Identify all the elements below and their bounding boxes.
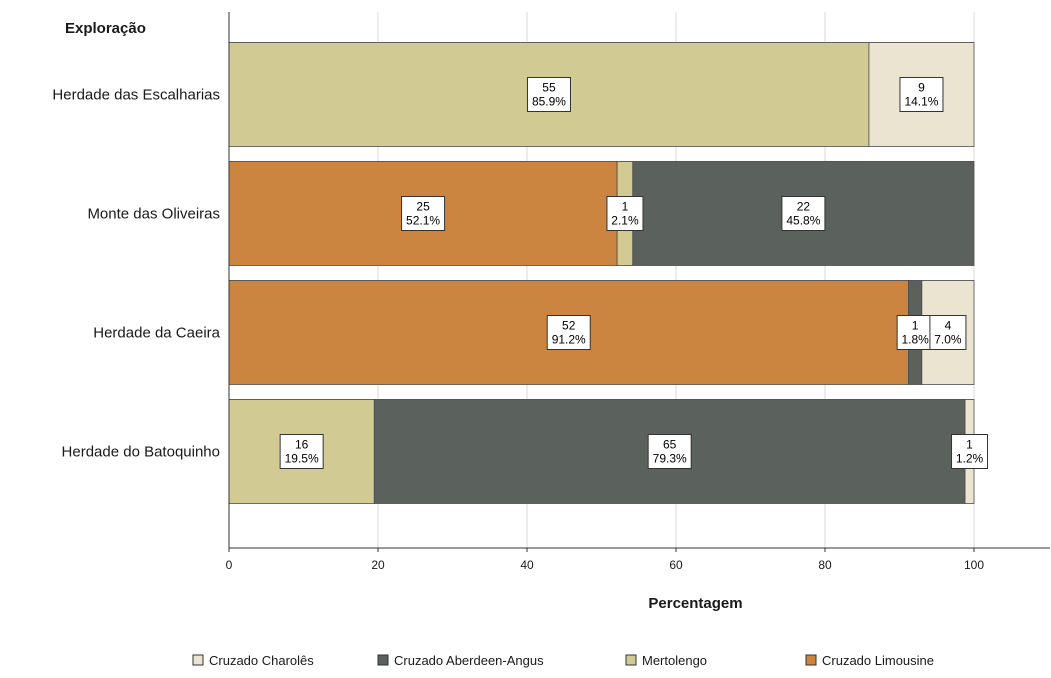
x-tick-label-20: 20 xyxy=(371,558,385,572)
legend-label-cruzado-charoles: Cruzado Charolês xyxy=(209,653,314,668)
axes: 0 20 40 60 80 100 Percentagem Exploração Herdade… xyxy=(52,12,1050,612)
data-label-box-herdade-do-batoquinho-cruzado-aberdeen-angus xyxy=(647,434,692,469)
data-label-count-herdade-das-escalharias-cruzado-charoles: 9 xyxy=(918,81,925,95)
legend-swatch-mertolengo xyxy=(625,654,637,666)
legend-item-cruzado-charoles: Cruzado Charolês xyxy=(192,653,314,668)
data-label-count-herdade-do-batoquinho-cruzado-charoles: 1 xyxy=(966,438,973,452)
data-label-percent-monte-das-oliveiras-cruzado-limousine: 52.1% xyxy=(406,214,440,228)
data-label-herdade-das-escalharias-cruzado-charoles: 914.1% xyxy=(899,77,944,112)
data-label-count-herdade-do-batoquinho-mertolengo: 16 xyxy=(295,438,309,452)
x-tick-label-0: 0 xyxy=(226,558,233,572)
legend-item-cruzado-aberdeen-angus: Cruzado Aberdeen-Angus xyxy=(377,653,544,668)
data-label-box-monte-das-oliveiras-cruzado-aberdeen-angus xyxy=(781,196,826,231)
data-label-herdade-da-caeira-cruzado-aberdeen-angus: 11.8% xyxy=(896,315,934,350)
legend-swatch-cruzado-aberdeen-angus xyxy=(377,654,389,666)
x-tick-label-60: 60 xyxy=(669,558,683,572)
data-label-herdade-do-batoquinho-cruzado-charoles: 11.2% xyxy=(951,434,989,469)
legend-item-mertolengo: Mertolengo xyxy=(625,653,707,668)
data-label-count-monte-das-oliveiras-cruzado-aberdeen-angus: 22 xyxy=(797,200,811,214)
legend-swatch-cruzado-charoles xyxy=(192,654,204,666)
legend-label-cruzado-limousine: Cruzado Limousine xyxy=(822,653,934,668)
data-labels: 5585.9%914.1%2552.1%12.1%2245.8%5291.2%1… xyxy=(279,77,989,469)
data-label-count-herdade-da-caeira-cruzado-charoles: 4 xyxy=(945,319,952,333)
data-label-box-herdade-do-batoquinho-cruzado-charoles xyxy=(951,434,989,469)
data-label-count-herdade-das-escalharias-mertolengo: 55 xyxy=(542,81,556,95)
data-label-box-herdade-da-caeira-cruzado-charoles xyxy=(929,315,967,350)
category-label-herdade-da-caeira: Herdade da Caeira xyxy=(93,325,220,342)
data-label-percent-herdade-do-batoquinho-mertolengo: 19.5% xyxy=(285,452,319,466)
data-label-box-herdade-do-batoquinho-mertolengo xyxy=(279,434,324,469)
data-label-percent-herdade-do-batoquinho-cruzado-charoles: 1.2% xyxy=(956,452,984,466)
data-label-percent-herdade-das-escalharias-mertolengo: 85.9% xyxy=(532,95,566,109)
data-label-herdade-da-caeira-cruzado-charoles: 47.0% xyxy=(929,315,967,350)
data-label-percent-monte-das-oliveiras-cruzado-aberdeen-angus: 45.8% xyxy=(786,214,820,228)
data-label-count-herdade-do-batoquinho-cruzado-aberdeen-angus: 65 xyxy=(663,438,677,452)
data-label-percent-herdade-do-batoquinho-cruzado-aberdeen-angus: 79.3% xyxy=(653,452,687,466)
data-label-box-monte-das-oliveiras-cruzado-limousine xyxy=(401,196,446,231)
category-label-monte-das-oliveiras: Monte das Oliveiras xyxy=(87,206,220,223)
x-axis-title: Percentagem xyxy=(648,595,742,612)
legend-label-mertolengo: Mertolengo xyxy=(642,653,707,668)
legend-item-cruzado-limousine: Cruzado Limousine xyxy=(805,653,934,668)
x-tick-label-40: 40 xyxy=(520,558,534,572)
data-label-count-herdade-da-caeira-cruzado-limousine: 52 xyxy=(562,319,576,333)
data-label-count-monte-das-oliveiras-cruzado-limousine: 25 xyxy=(416,200,430,214)
data-label-monte-das-oliveiras-mertolengo: 12.1% xyxy=(606,196,644,231)
data-label-percent-herdade-da-caeira-cruzado-charoles: 7.0% xyxy=(934,333,962,347)
category-label-herdade-do-batoquinho: Herdade do Batoquinho xyxy=(62,444,220,461)
x-tick-label-100: 100 xyxy=(964,558,984,572)
legend-swatch-cruzado-limousine xyxy=(805,654,817,666)
x-tick-label-80: 80 xyxy=(818,558,832,572)
y-axis-title: Exploração xyxy=(65,20,146,37)
bars xyxy=(228,42,975,504)
data-label-box-herdade-da-caeira-cruzado-limousine xyxy=(546,315,591,350)
data-label-percent-herdade-da-caeira-cruzado-limousine: 91.2% xyxy=(552,333,586,347)
data-label-box-herdade-das-escalharias-mertolengo xyxy=(526,77,571,112)
legend-label-cruzado-aberdeen-angus: Cruzado Aberdeen-Angus xyxy=(394,653,544,668)
data-label-percent-monte-das-oliveiras-mertolengo: 2.1% xyxy=(611,214,639,228)
data-label-count-herdade-da-caeira-cruzado-aberdeen-angus: 1 xyxy=(912,319,919,333)
data-label-box-monte-das-oliveiras-mertolengo xyxy=(606,196,644,231)
category-label-herdade-das-escalharias: Herdade das Escalharias xyxy=(52,87,220,104)
data-label-percent-herdade-da-caeira-cruzado-aberdeen-angus: 1.8% xyxy=(901,333,929,347)
data-label-box-herdade-das-escalharias-cruzado-charoles xyxy=(899,77,944,112)
data-label-percent-herdade-das-escalharias-cruzado-charoles: 14.1% xyxy=(904,95,938,109)
data-label-count-monte-das-oliveiras-mertolengo: 1 xyxy=(622,200,629,214)
legend: Cruzado Charolês Cruzado Aberdeen-Angus Me… xyxy=(192,653,934,668)
